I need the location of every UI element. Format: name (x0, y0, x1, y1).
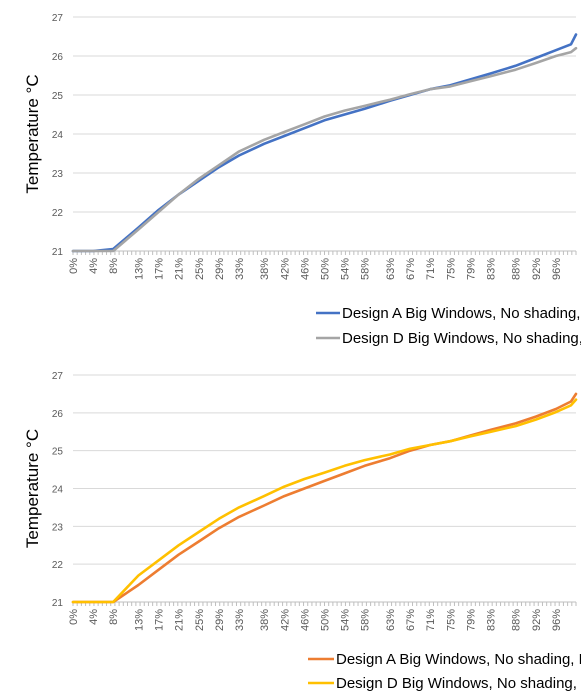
x-tick-label: 25% (194, 258, 206, 280)
series-line (71, 33, 578, 253)
x-tick-label: 46% (299, 609, 311, 631)
x-tick-label: 58% (360, 609, 372, 631)
x-tick-label: 96% (551, 258, 563, 280)
x-tick-label: 4% (88, 258, 100, 274)
x-tick-label: 13% (133, 258, 145, 280)
x-tick-label: 79% (465, 609, 477, 631)
x-tick-label: 21% (174, 258, 186, 280)
x-tick-label: 92% (531, 258, 543, 280)
legend-label: Design D Big Windows, No shading, East (336, 675, 581, 692)
x-tick-label: 4% (88, 609, 100, 625)
x-tick-label: 92% (531, 609, 543, 631)
y-tick-label: 24 (52, 130, 64, 141)
x-tick-label: 67% (405, 609, 417, 631)
x-tick-label: 83% (485, 258, 497, 280)
y-tick-label: 26 (52, 409, 64, 420)
series-line (71, 392, 578, 604)
x-tick-label: 63% (385, 258, 397, 280)
series-line (71, 398, 578, 604)
x-tick-label: 54% (340, 609, 352, 631)
x-tick-label: 50% (320, 609, 332, 631)
y-tick-label: 27 (52, 371, 64, 382)
x-tick-label: 33% (234, 609, 246, 631)
x-tick-label: 63% (385, 609, 397, 631)
x-tick-label: 38% (259, 609, 271, 631)
x-axis-ticks (72, 602, 577, 606)
y-tick-label: 22 (52, 560, 64, 571)
x-tick-label: 42% (279, 609, 291, 631)
x-tick-label: 75% (445, 258, 457, 280)
x-tick-label: 88% (511, 258, 523, 280)
y-axis-label: Temperature °C (23, 429, 42, 548)
x-tick-label: 42% (279, 258, 291, 280)
x-tick-label: 54% (340, 258, 352, 280)
y-axis-label: Temperature °C (23, 74, 42, 193)
y-tick-label: 23 (52, 169, 64, 180)
x-tick-label: 96% (551, 609, 563, 631)
x-tick-label: 29% (214, 609, 226, 631)
x-tick-label: 88% (511, 609, 523, 631)
x-tick-label: 50% (320, 258, 332, 280)
y-tick-label: 25 (52, 447, 64, 458)
y-tick-label: 25 (52, 91, 64, 102)
x-tick-label: 0% (68, 609, 80, 625)
chart-east: 21 22 23 24 25 26 27 0% 4% 8% 13% 17% 21% 25% 29% 33% 38… (23, 371, 581, 692)
x-tick-label: 71% (425, 609, 437, 631)
chart-south: 21 22 23 24 25 26 27 0% 4% 8% 13% 17% 21% 25% 29% 33% 38… (23, 13, 581, 347)
x-tick-label: 79% (465, 258, 477, 280)
x-tick-label: 83% (485, 609, 497, 631)
x-tick-label: 13% (133, 609, 145, 631)
legend-label: Design A Big Windows, No shading, South (342, 305, 581, 322)
x-tick-label: 25% (194, 609, 206, 631)
x-axis-ticks (72, 251, 577, 255)
y-tick-label: 26 (52, 52, 64, 63)
y-tick-label: 27 (52, 13, 64, 24)
x-tick-label: 58% (360, 258, 372, 280)
x-tick-label: 46% (299, 258, 311, 280)
x-tick-label: 29% (214, 258, 226, 280)
x-tick-label: 33% (234, 258, 246, 280)
x-tick-label: 0% (68, 258, 80, 274)
y-tick-label: 22 (52, 208, 64, 219)
legend-label: Design A Big Windows, No shading, East (336, 651, 581, 668)
x-tick-label: 8% (108, 609, 120, 625)
y-tick-label: 23 (52, 522, 64, 533)
x-tick-label: 17% (154, 258, 166, 280)
x-tick-label: 38% (259, 258, 271, 280)
x-tick-label: 75% (445, 609, 457, 631)
x-tick-label: 71% (425, 258, 437, 280)
x-tick-label: 21% (174, 609, 186, 631)
y-tick-label: 21 (52, 598, 64, 609)
legend-label: Design D Big Windows, No shading, South (342, 330, 581, 347)
y-tick-label: 24 (52, 485, 64, 496)
x-tick-label: 17% (154, 609, 166, 631)
x-tick-label: 67% (405, 258, 417, 280)
x-tick-label: 8% (108, 258, 120, 274)
series-line (71, 46, 578, 253)
y-tick-label: 21 (52, 247, 64, 258)
